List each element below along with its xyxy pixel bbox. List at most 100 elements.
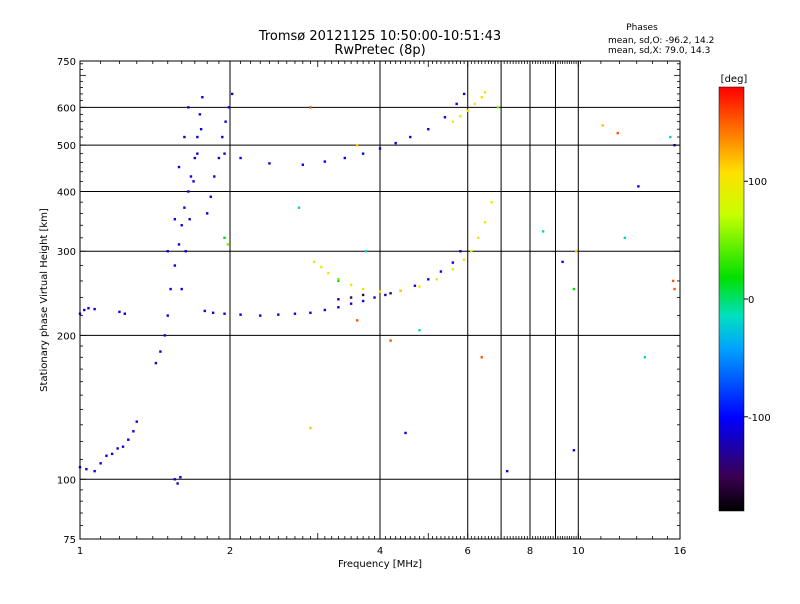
data-point bbox=[211, 311, 215, 314]
data-point bbox=[187, 190, 190, 193]
data-point bbox=[451, 261, 455, 264]
data-point bbox=[99, 462, 102, 465]
data-point bbox=[205, 212, 209, 215]
y-tick-label: 600 bbox=[57, 103, 76, 114]
data-point bbox=[643, 356, 647, 359]
data-point bbox=[177, 165, 181, 169]
data-point bbox=[418, 329, 421, 332]
y-tick-label: 500 bbox=[57, 141, 76, 152]
data-point bbox=[85, 467, 88, 471]
phases-heading: Phases bbox=[626, 23, 658, 33]
data-point bbox=[297, 206, 301, 209]
data-point bbox=[418, 285, 421, 288]
y-tick-label: 750 bbox=[57, 57, 76, 68]
data-point bbox=[327, 271, 330, 275]
data-point bbox=[361, 299, 365, 303]
data-point bbox=[673, 287, 676, 291]
data-point bbox=[343, 156, 347, 160]
data-point bbox=[572, 287, 576, 291]
data-point bbox=[277, 313, 280, 316]
data-point bbox=[309, 311, 312, 314]
data-point bbox=[466, 109, 469, 113]
data-point bbox=[201, 95, 204, 99]
x-axis-label: Frequency [MHz] bbox=[338, 559, 422, 570]
data-point bbox=[505, 469, 509, 473]
data-point bbox=[361, 287, 365, 291]
data-point bbox=[176, 482, 179, 485]
chart-subtitle: RwPretec (8p) bbox=[334, 43, 425, 58]
y-axis-label: Stationary phase Virtual Height [km] bbox=[39, 208, 50, 392]
colorbar bbox=[718, 86, 745, 512]
data-point bbox=[455, 102, 458, 106]
data-point bbox=[361, 293, 365, 297]
data-point bbox=[323, 160, 327, 163]
data-point bbox=[473, 102, 477, 106]
data-point bbox=[623, 236, 627, 240]
data-point bbox=[349, 283, 353, 287]
data-point bbox=[389, 339, 392, 342]
x-tick-label: 8 bbox=[527, 546, 533, 557]
data-point bbox=[203, 309, 206, 313]
x-tick-label: 1 bbox=[77, 546, 83, 557]
data-point bbox=[198, 113, 202, 116]
data-point bbox=[459, 114, 462, 118]
data-point bbox=[364, 250, 368, 253]
x-tick-label: 16 bbox=[674, 546, 687, 557]
data-point bbox=[384, 293, 387, 297]
data-point bbox=[177, 243, 181, 246]
data-point bbox=[439, 270, 443, 273]
data-point bbox=[309, 426, 312, 430]
axis-ticks: 1 2 4 6 8 10 16 75 100 200 300 400 500 600 750 bbox=[57, 57, 686, 557]
data-point bbox=[173, 264, 177, 267]
data-point bbox=[105, 454, 108, 457]
x-tick-label: 6 bbox=[465, 546, 471, 557]
data-point bbox=[389, 292, 392, 295]
data-point bbox=[435, 278, 438, 281]
data-point bbox=[462, 92, 466, 96]
data-point bbox=[116, 447, 119, 450]
data-point bbox=[301, 163, 305, 166]
data-point bbox=[480, 356, 483, 359]
data-point bbox=[123, 312, 126, 315]
data-point bbox=[154, 361, 158, 365]
data-point bbox=[127, 438, 130, 441]
colorbar-ticks: 100 0 -100 bbox=[744, 177, 771, 424]
data-point bbox=[217, 156, 221, 160]
data-point bbox=[337, 278, 340, 281]
data-point bbox=[349, 296, 353, 299]
data-point bbox=[173, 478, 177, 481]
data-point bbox=[451, 268, 455, 271]
data-point bbox=[378, 290, 382, 293]
data-points bbox=[78, 91, 676, 485]
colorbar-tick-label: -100 bbox=[748, 413, 771, 424]
data-point bbox=[616, 131, 619, 135]
data-point bbox=[159, 350, 162, 353]
data-point bbox=[223, 312, 226, 315]
data-point bbox=[135, 420, 138, 423]
data-point bbox=[239, 313, 242, 316]
data-point bbox=[110, 452, 114, 456]
data-point bbox=[223, 236, 226, 240]
y-tick-label: 100 bbox=[57, 475, 76, 486]
data-point bbox=[355, 143, 359, 147]
data-point bbox=[213, 175, 216, 178]
data-point bbox=[268, 162, 271, 165]
data-point bbox=[483, 221, 487, 224]
data-point bbox=[601, 124, 605, 127]
data-point bbox=[193, 156, 197, 160]
data-point bbox=[637, 185, 640, 188]
y-tick-label: 300 bbox=[57, 247, 76, 258]
data-point bbox=[349, 302, 353, 305]
data-point bbox=[173, 218, 177, 221]
data-point bbox=[132, 430, 135, 433]
colorbar-tick-label: 0 bbox=[748, 295, 754, 306]
data-point bbox=[459, 250, 462, 253]
data-point bbox=[196, 152, 199, 155]
data-point bbox=[561, 260, 564, 264]
data-point bbox=[183, 206, 186, 209]
x-tick-label: 2 bbox=[227, 546, 233, 557]
data-point bbox=[180, 224, 183, 227]
data-point bbox=[227, 106, 231, 109]
data-point bbox=[671, 279, 675, 283]
data-point bbox=[259, 314, 262, 317]
